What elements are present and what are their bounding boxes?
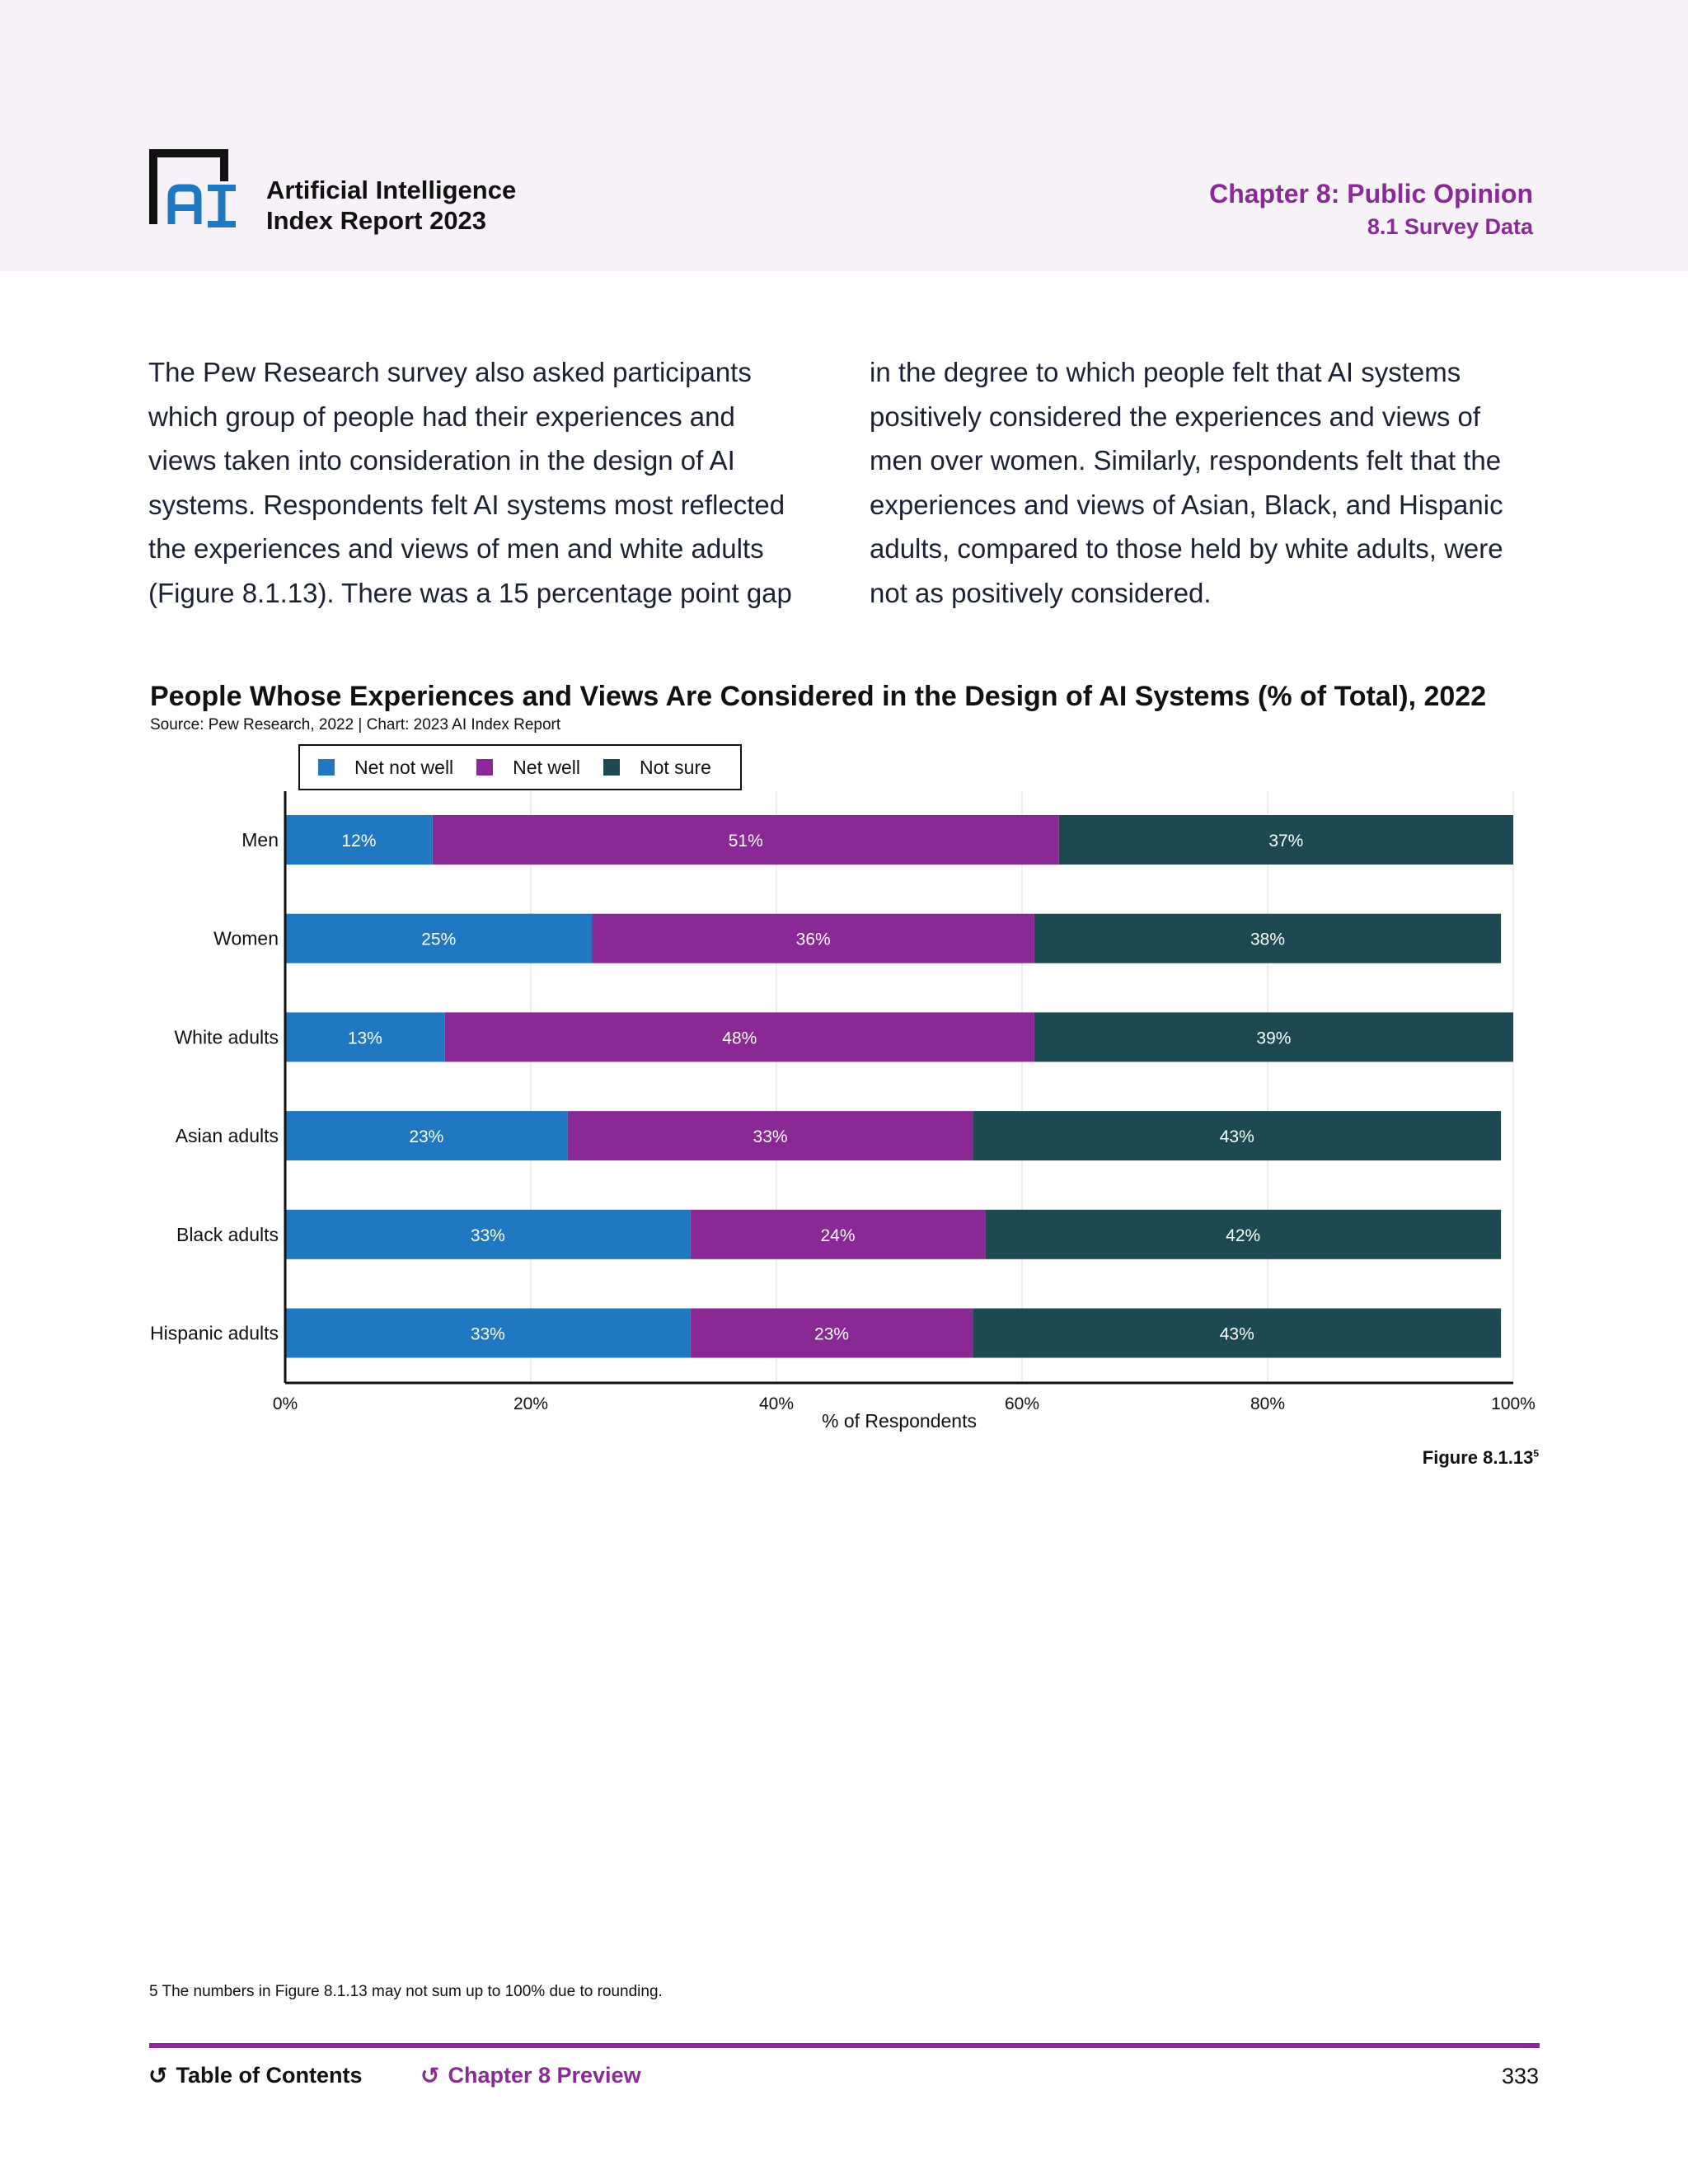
report-title-line1: Artificial Intelligence [266, 176, 517, 204]
bar-segment [285, 815, 433, 865]
footnote: 5 The numbers in Figure 8.1.13 may not s… [149, 1983, 663, 2000]
x-axis-title: % of Respondents [822, 1410, 977, 1432]
figure-footnote-ref: 5 [1533, 1447, 1539, 1460]
chapter-title: Chapter 8: Public Opinion [1209, 179, 1533, 209]
data-label: 37% [1268, 832, 1303, 851]
bar-segment [985, 1209, 1502, 1259]
data-label: 33% [471, 1226, 505, 1245]
data-label: 23% [814, 1325, 849, 1344]
figure-label: Figure 8.1.135 [1423, 1447, 1539, 1469]
bar-segment [1034, 913, 1502, 963]
bar-segment [285, 1111, 568, 1161]
table-of-contents-label: Table of Contents [176, 2063, 363, 2088]
bar-segment [690, 1209, 986, 1259]
data-label: 39% [1256, 1029, 1291, 1047]
bar-segment [285, 913, 593, 963]
category-label: White adults [174, 1026, 279, 1047]
data-label: 33% [753, 1127, 788, 1146]
data-label: 25% [421, 930, 456, 949]
legend-item: Net not well [318, 757, 453, 779]
report-title-line2: Index Report 2023 [266, 206, 487, 235]
x-tick-label: 100% [1491, 1394, 1536, 1413]
category-label: Men [241, 829, 279, 851]
data-label: 13% [348, 1029, 382, 1047]
x-tick-label: 60% [1005, 1394, 1039, 1413]
data-label: 33% [471, 1325, 505, 1344]
legend-label: Net well [513, 756, 580, 778]
data-label: 12% [341, 832, 376, 851]
legend-item: Not sure [603, 757, 711, 779]
x-tick-label: 20% [513, 1394, 548, 1413]
x-tick-label: 40% [759, 1394, 794, 1413]
table-of-contents-link[interactable]: ↺ Table of Contents [148, 2062, 362, 2089]
bar-segment [1058, 815, 1513, 865]
footer-divider [149, 2043, 1540, 2048]
category-label: Asian adults [176, 1125, 279, 1146]
chapter-preview-link[interactable]: ↺ Chapter 8 Preview [420, 2062, 641, 2089]
bar-segment [567, 1111, 973, 1161]
legend-swatch [318, 759, 335, 776]
bar-segment [592, 913, 1034, 963]
category-label: Black adults [176, 1224, 279, 1245]
figure-label-text: Figure 8.1.13 [1422, 1447, 1534, 1468]
bar-segment [285, 1012, 445, 1062]
body-text-right: in the degree to which people felt that … [870, 357, 1503, 608]
x-tick-label: 0% [273, 1394, 298, 1413]
report-title: Artificial Intelligence Index Report 202… [266, 175, 516, 236]
back-arrow-icon: ↺ [148, 2063, 168, 2088]
bar-segment [973, 1111, 1502, 1161]
bar-segment [432, 815, 1059, 865]
data-label: 38% [1250, 930, 1285, 949]
legend-label: Not sure [639, 756, 711, 778]
data-label: 43% [1220, 1325, 1254, 1344]
data-label: 36% [796, 930, 831, 949]
legend-swatch [476, 759, 494, 776]
bar-segment [973, 1308, 1502, 1358]
body-text-left: The Pew Research survey also asked parti… [148, 357, 792, 608]
bar-segment [285, 1209, 691, 1259]
page-header: Artificial Intelligence Index Report 202… [0, 0, 1688, 271]
chart-title: People Whose Experiences and Views Are C… [150, 681, 1487, 712]
bar-segment [1034, 1012, 1513, 1062]
chart-legend: Net not well Net well Not sure [298, 744, 742, 790]
x-tick-label: 80% [1250, 1394, 1285, 1413]
page-number: 333 [1501, 2064, 1539, 2088]
category-label: Hispanic adults [150, 1323, 279, 1344]
category-label: Women [213, 928, 279, 949]
data-label: 24% [820, 1226, 855, 1245]
bar-segment [444, 1012, 1034, 1062]
legend-label: Net not well [354, 756, 454, 778]
chapter-subtitle: 8.1 Survey Data [1367, 214, 1533, 239]
data-label: 48% [722, 1029, 757, 1047]
bar-segment [690, 1308, 973, 1358]
ai-index-logo-icon [149, 149, 236, 227]
back-arrow-icon: ↺ [420, 2063, 440, 2088]
data-label: 42% [1226, 1226, 1260, 1245]
chart-source: Source: Pew Research, 2022 | Chart: 2023… [150, 716, 561, 733]
bar-segment [285, 1308, 691, 1358]
data-label: 23% [409, 1127, 443, 1146]
legend-item: Net well [476, 757, 580, 779]
data-label: 51% [729, 832, 763, 851]
chapter-preview-label: Chapter 8 Preview [448, 2063, 641, 2088]
stacked-bar-chart: 12% 51% 37% Men 25% 36% 38% Women 13% 48% 39% White… [150, 791, 1536, 1432]
data-label: 43% [1220, 1127, 1254, 1146]
legend-swatch [603, 759, 620, 776]
